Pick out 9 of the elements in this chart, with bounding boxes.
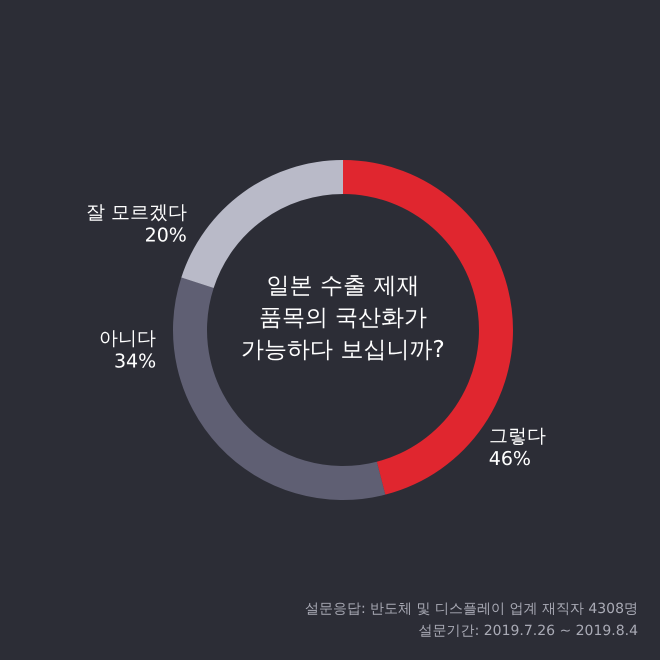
slice-label: 아니다	[99, 328, 156, 350]
data-label: 34%	[114, 350, 156, 373]
slice-label: 그렇다	[488, 425, 546, 448]
data-label: 46%	[488, 448, 531, 470]
slice-label: 잘 모르겠다	[86, 202, 187, 224]
text: 설문응답: 반도체 및 디스플레이 업계 재직자 4308명	[304, 600, 638, 619]
text: 일본 수출 제재 품목의 국산화가 가능하다 보십니까?	[240, 272, 446, 365]
data-label: 20%	[144, 224, 187, 247]
text: 설문기간: 2019.7.26 ~ 2019.8.4	[418, 622, 638, 641]
